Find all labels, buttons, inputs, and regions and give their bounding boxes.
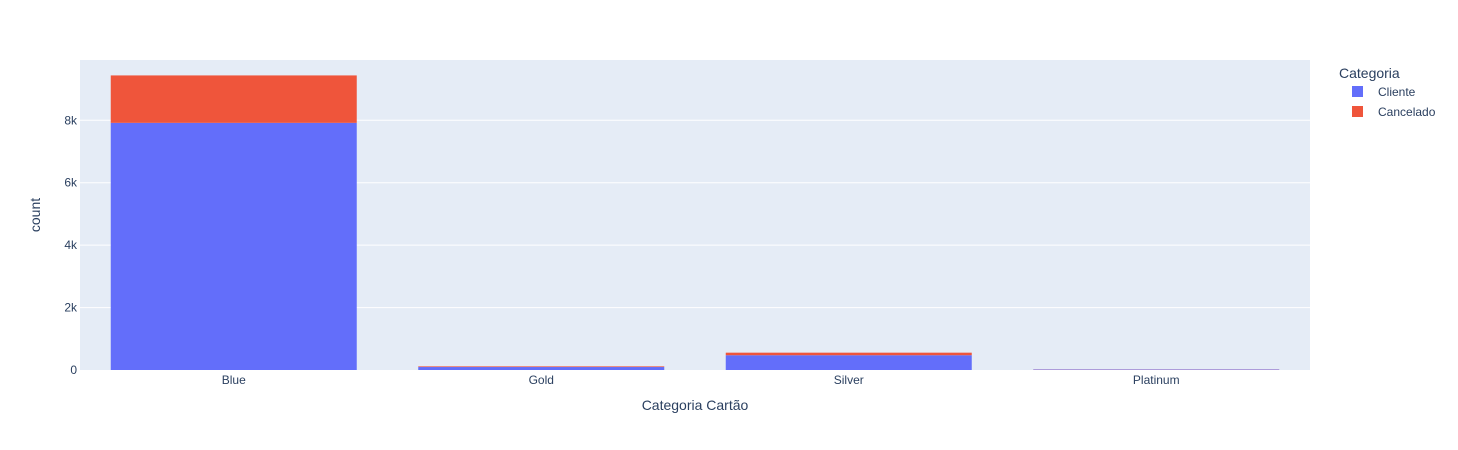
y-tick-label: 6k <box>64 176 78 190</box>
bar-cliente-blue <box>110 122 357 371</box>
bar-cancelado-gold <box>418 366 665 368</box>
x-axis-ticks: Blue Gold Silver Platinum <box>222 373 1180 387</box>
x-axis-title: Categoria Cartão <box>642 397 749 413</box>
x-tick-label: Platinum <box>1133 373 1180 387</box>
bar-cancelado-silver <box>725 352 972 356</box>
legend-title: Categoria <box>1339 65 1400 81</box>
legend-swatch-cancelado[interactable] <box>1352 106 1363 117</box>
bar-cliente-silver <box>725 355 972 370</box>
legend: Categoria Cliente Cancelado <box>1339 65 1436 119</box>
y-tick-label: 8k <box>64 113 78 127</box>
bar-cliente-gold <box>418 367 665 370</box>
legend-label-cliente[interactable]: Cliente <box>1378 85 1416 99</box>
bar-cancelado-blue <box>110 75 357 123</box>
y-tick-label: 0 <box>70 363 77 377</box>
x-tick-label: Gold <box>529 373 554 387</box>
y-tick-label: 2k <box>64 301 78 315</box>
y-tick-label: 4k <box>64 238 78 252</box>
y-axis-ticks: 0 2k 4k 6k 8k <box>64 113 78 377</box>
x-tick-label: Silver <box>834 373 864 387</box>
legend-label-cancelado[interactable]: Cancelado <box>1378 105 1436 119</box>
x-tick-label: Blue <box>222 373 246 387</box>
y-axis-title: count <box>27 198 43 232</box>
bars <box>110 75 1280 371</box>
legend-swatch-cliente[interactable] <box>1352 86 1363 97</box>
